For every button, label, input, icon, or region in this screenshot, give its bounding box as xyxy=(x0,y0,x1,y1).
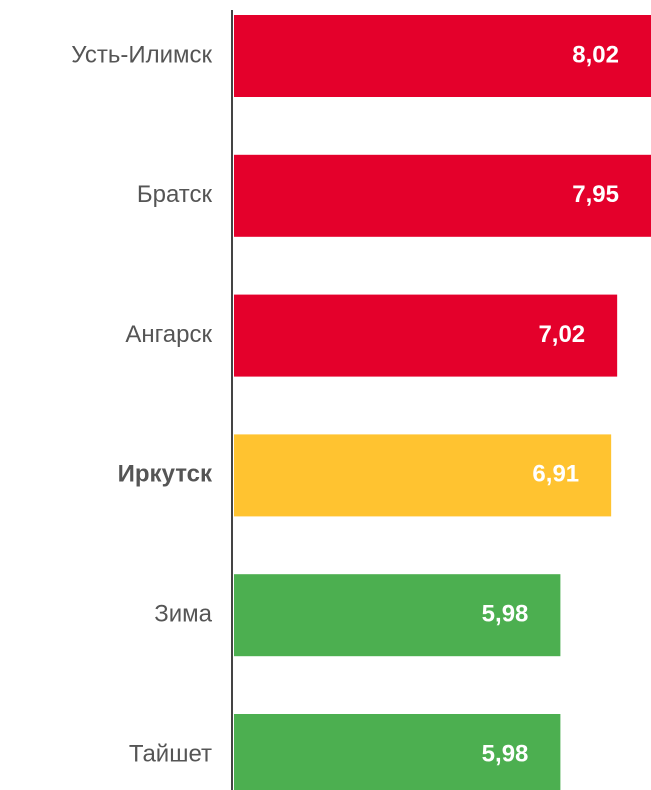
value-label: 5,98 xyxy=(482,740,529,767)
value-label: 8,02 xyxy=(572,41,619,68)
plot-area xyxy=(234,15,651,790)
category-label: Иркутск xyxy=(118,461,213,488)
bar xyxy=(234,574,561,657)
category-label: Зима xyxy=(154,601,212,628)
value-label: 5,98 xyxy=(482,601,529,628)
bar xyxy=(234,15,651,97)
category-label: Усть-Илимск xyxy=(71,41,212,68)
bar xyxy=(234,294,618,377)
bar xyxy=(234,434,612,517)
category-label: Тайшет xyxy=(129,740,212,767)
value-label: 6,91 xyxy=(532,461,579,488)
category-label: Братск xyxy=(137,181,213,208)
category-label: Ангарск xyxy=(125,321,212,348)
bar xyxy=(234,714,561,790)
value-label: 7,02 xyxy=(538,321,585,348)
bar xyxy=(234,154,651,237)
value-label: 7,95 xyxy=(572,181,619,208)
